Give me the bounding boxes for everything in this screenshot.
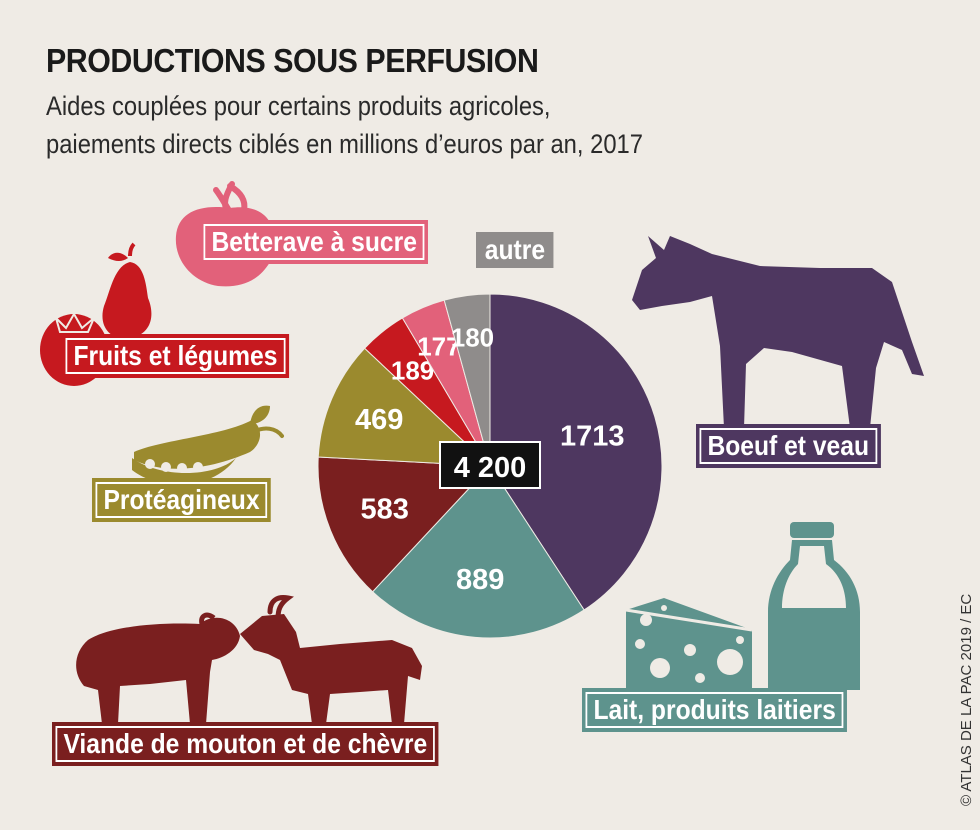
credit: © ATLAS DE LA PAC 2019 / EC [958,593,975,806]
pie-value-label-1: 889 [456,564,504,596]
label-lait-text: Lait, produits laitiers [593,694,836,725]
label-autre-text: autre [484,234,546,265]
label-autre: autre [476,232,554,268]
label-betterave-text: Betterave à sucre [211,226,417,257]
pie-value-label-2: 583 [361,493,409,525]
pear-icon [102,242,152,339]
page-subtitle: Aides couplées pour certains produits ag… [46,87,643,163]
label-lait: Lait, produits laitiers [582,688,848,732]
pie-slice-2 [317,456,492,593]
label-proteagineux: Protéagineux [92,478,271,522]
label-mouton-text: Viande de mouton et de chèvre [63,728,428,759]
label-boeuf: Boeuf et veau [696,424,881,468]
label-betterave: Betterave à sucre [200,220,429,264]
label-mouton: Viande de mouton et de chèvre [52,722,439,766]
cow-icon [632,236,924,428]
cheese-icon [625,598,753,690]
pie-value-label-0: 1713 [560,421,625,453]
label-fruits: Fruits et légumes [62,334,289,378]
subtitle-line-1: Aides couplées pour certains produits ag… [46,91,551,121]
pie-slice-1 [371,465,585,639]
pie-slice-6 [443,293,491,467]
label-boeuf-text: Boeuf et veau [707,430,870,461]
milk-bottle-icon [768,522,860,690]
pie-value-label-6: 180 [451,322,494,352]
sheep-icon [76,612,240,724]
label-proteagineux-text: Protéagineux [103,484,260,515]
subtitle-line-2: paiements directs ciblés en millions d’e… [46,129,643,159]
pie-value-label-5: 177 [417,332,460,362]
total-box [439,441,541,489]
goat-icon [240,595,422,724]
label-fruits-text: Fruits et légumes [73,340,278,371]
total-label: 4 200 [454,452,527,484]
pea-pod-icon [132,405,284,485]
pie-slice-3 [317,347,492,467]
pie-value-label-3: 469 [355,404,403,436]
page-title: PRODUCTIONS SOUS PERFUSION [46,42,539,79]
